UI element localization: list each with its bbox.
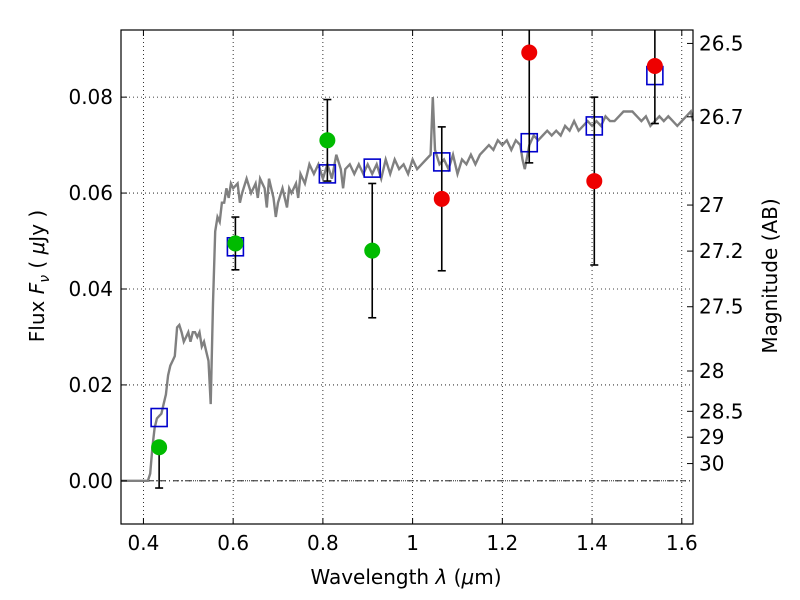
observed-point-green — [319, 132, 336, 149]
right-tick-label: 26.5 — [699, 31, 744, 55]
y-tick-label: 0.08 — [68, 85, 113, 109]
x-tick-label: 1 — [406, 531, 419, 555]
right-tick-label: 28 — [699, 359, 724, 383]
observed-points-red — [433, 30, 663, 272]
plot-frame — [120, 29, 694, 525]
right-tick-label: 26.7 — [699, 105, 744, 129]
right-axis-ticks: 26.5 26.7 27 27.2 27.5 28 28.529 30 — [687, 31, 744, 476]
right-tick-label: 28.5 — [699, 399, 744, 423]
x-axis-ticks: 0.4 0.6 0.8 1 1.2 1.4 1.6 — [128, 30, 698, 555]
model-spectrum-line — [121, 97, 695, 482]
right-axis-label: Magnitude (AB) — [758, 198, 782, 353]
right-tick-label: 27 — [699, 193, 724, 217]
observed-point-red — [433, 190, 450, 207]
x-tick-label: 0.8 — [307, 531, 339, 555]
y-tick-label: 0.04 — [68, 277, 113, 301]
y-axis-label: Flux Fν ( μJy ) — [25, 210, 53, 342]
right-tick-label: 29 — [699, 425, 724, 449]
right-tick-label: 27.5 — [699, 295, 744, 319]
x-tick-label: 0.4 — [128, 531, 160, 555]
observed-point-red — [646, 57, 663, 74]
y-tick-label: 0.02 — [68, 373, 113, 397]
x-tick-label: 1.2 — [486, 531, 518, 555]
right-tick-label: 30 — [699, 452, 724, 476]
x-axis-label: Wavelength λ (μm) — [310, 565, 501, 589]
x-tick-label: 1.6 — [666, 531, 698, 555]
observed-points-green — [151, 98, 381, 489]
observed-point-green — [227, 235, 244, 252]
x-tick-label: 0.6 — [217, 531, 249, 555]
right-tick-label: 27.2 — [699, 239, 744, 263]
y-tick-label: 0.06 — [68, 181, 113, 205]
x-tick-label: 1.4 — [576, 531, 608, 555]
grid-lines — [121, 30, 693, 524]
observed-point-red — [586, 173, 603, 190]
model-photometry-points — [150, 65, 664, 428]
model-photometry-square — [363, 158, 382, 178]
observed-point-red — [521, 44, 538, 61]
y-tick-label: 0.00 — [68, 469, 113, 493]
observed-point-green — [151, 439, 168, 456]
observed-point-green — [364, 242, 381, 259]
model-spectrum — [121, 97, 695, 482]
model-photometry-square — [150, 407, 168, 428]
y-axis-ticks: 0.00 0.02 0.04 0.06 0.08 — [68, 85, 127, 493]
